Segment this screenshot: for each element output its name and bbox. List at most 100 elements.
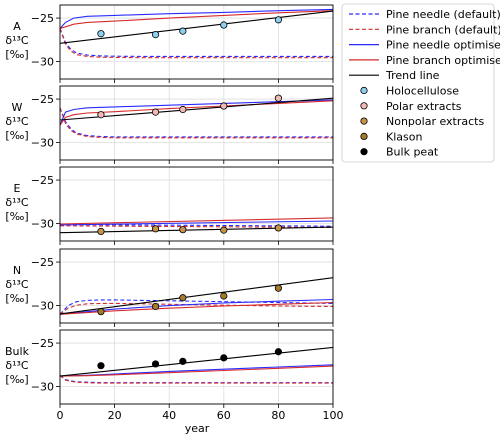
legend-item: Pine branch (default): [349, 23, 500, 36]
data-point: [220, 21, 228, 29]
y-axis-symbol: δ¹³C: [5, 34, 29, 47]
data-point: [97, 30, 105, 38]
legend-label: Pine needle (default): [386, 8, 500, 21]
series-branch_opt: [60, 365, 333, 377]
data-point: [97, 111, 105, 119]
data-point: [274, 348, 282, 356]
data-point: [151, 302, 160, 311]
legend-marker: [360, 102, 368, 110]
y-axis-unit: [‰]: [5, 48, 28, 61]
series-trend: [60, 346, 333, 377]
axes-frame: [59, 166, 334, 242]
axes-frame: [59, 4, 334, 80]
axes-frame: [59, 85, 334, 161]
legend-item: Trend line: [349, 69, 440, 82]
series-branch_opt: [60, 301, 333, 315]
series-branch_def: [60, 28, 333, 59]
legend-marker: [360, 148, 368, 156]
data-point: [179, 105, 187, 114]
legend-label: Klason: [386, 130, 422, 143]
y-tick-label: −30: [31, 56, 54, 69]
data-point: [179, 357, 187, 365]
panel-name: Bulk: [5, 345, 30, 358]
x-tick-label: 40: [162, 409, 176, 422]
x-tick-label: 20: [108, 409, 122, 422]
legend-frame: [341, 3, 495, 163]
data-point: [274, 16, 282, 24]
legend-label: Nonpolar extracts: [386, 115, 484, 128]
y-axis-unit: [‰]: [5, 210, 28, 223]
legend-marker: [360, 86, 368, 95]
series-trend: [60, 10, 333, 44]
data-point: [179, 294, 187, 302]
series-needle_def: [60, 28, 333, 57]
y-axis-symbol: δ¹³C: [5, 278, 29, 291]
series-branch_opt: [60, 10, 333, 30]
y-axis-symbol: δ¹³C: [5, 115, 29, 128]
panel-name: W: [12, 101, 23, 114]
series-trend: [60, 226, 333, 234]
data-point: [151, 30, 160, 39]
y-tick-label: −25: [31, 337, 54, 350]
legend-item: Pine needle optimised): [349, 39, 500, 52]
series-branch_def: [60, 107, 333, 139]
data-point: [220, 292, 228, 300]
data-point: [151, 108, 160, 116]
panel-name: A: [13, 20, 21, 33]
series-needle_def: [60, 299, 333, 315]
legend-item: Polar extracts: [360, 100, 462, 113]
y-axis-symbol: δ¹³C: [5, 196, 29, 209]
series-trend: [60, 277, 333, 315]
y-axis-unit: [‰]: [5, 129, 28, 142]
x-tick-label: 0: [57, 409, 64, 422]
y-tick-label: −30: [31, 137, 54, 150]
legend-label: Pine branch (default): [386, 23, 500, 36]
legend-item: Pine branch optimised: [349, 54, 500, 67]
x-axis-label: year: [185, 422, 210, 435]
y-tick-label: −25: [31, 174, 54, 187]
axes-frame: [59, 329, 334, 405]
panels: −25−30Aδ¹³C[‰]−25−30Wδ¹³C[‰]−25−30Eδ¹³C[…: [5, 4, 344, 422]
series-needle_opt: [60, 298, 333, 315]
series-branch_def: [60, 374, 333, 384]
y-tick-label: −25: [31, 93, 54, 106]
y-tick-label: −30: [31, 300, 54, 313]
data-point: [97, 227, 105, 236]
data-point: [97, 362, 105, 370]
legend-label: Pine needle optimised): [386, 39, 500, 52]
series-needle_def: [60, 374, 333, 384]
series-trend: [60, 97, 333, 121]
data-point: [179, 226, 187, 234]
legend-label: Holocellulose: [386, 85, 459, 98]
data-point: [220, 354, 228, 362]
series-needle_def: [60, 107, 333, 138]
series-needle_opt: [60, 220, 333, 226]
legend-label: Trend line: [385, 69, 440, 82]
legend-label: Bulk peat: [386, 146, 439, 159]
legend: Pine needle (default) Pine branch (defaul…: [341, 3, 500, 163]
y-axis-unit: [‰]: [5, 373, 28, 386]
data-point: [274, 94, 282, 102]
x-tick-label: 80: [271, 409, 285, 422]
legend-marker: [360, 117, 368, 125]
data-point: [97, 308, 105, 316]
y-tick-label: −25: [31, 12, 54, 25]
y-axis-symbol: δ¹³C: [5, 359, 29, 372]
data-point: [274, 284, 282, 292]
x-tick-label: 60: [217, 409, 231, 422]
data-point: [220, 226, 228, 234]
panel-name: E: [14, 182, 21, 195]
series-needle_opt: [60, 99, 333, 126]
y-tick-label: −25: [31, 256, 54, 269]
data-point: [151, 360, 160, 368]
data-point: [151, 225, 160, 233]
data-point: [274, 224, 282, 232]
y-axis-unit: [‰]: [5, 292, 28, 305]
y-tick-label: −30: [31, 381, 54, 394]
legend-marker: [360, 132, 368, 140]
